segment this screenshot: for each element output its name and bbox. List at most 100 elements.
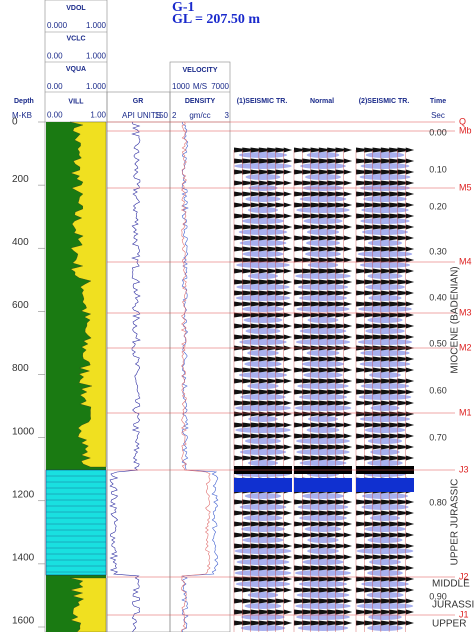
trough xyxy=(370,449,400,455)
peak xyxy=(405,301,414,307)
peak xyxy=(327,543,343,549)
peak xyxy=(405,411,414,417)
trough xyxy=(245,328,281,334)
peak xyxy=(310,532,326,538)
peak xyxy=(380,532,397,538)
trough xyxy=(305,251,341,257)
trough xyxy=(370,405,400,411)
peak xyxy=(327,147,343,153)
peak xyxy=(343,510,352,516)
peak xyxy=(405,323,414,329)
peak xyxy=(302,224,318,230)
peak xyxy=(343,147,352,153)
col-unit: 150 xyxy=(155,111,169,120)
peak xyxy=(267,268,282,274)
peak xyxy=(294,246,310,252)
trough xyxy=(297,504,349,510)
trough xyxy=(299,515,347,521)
peak xyxy=(258,202,274,208)
peak xyxy=(242,598,259,604)
peak xyxy=(318,224,335,230)
peak xyxy=(397,455,414,461)
seismic-track xyxy=(293,147,352,632)
peak xyxy=(343,521,352,527)
peak xyxy=(283,279,292,285)
trough xyxy=(236,284,290,290)
scale-min: 0.00 xyxy=(47,111,63,120)
trough xyxy=(306,427,340,433)
peak xyxy=(405,169,414,175)
trough xyxy=(244,361,282,367)
peak xyxy=(283,191,292,197)
peak xyxy=(343,334,352,340)
peak xyxy=(389,455,406,461)
peak xyxy=(335,521,352,527)
peak xyxy=(234,268,249,274)
peak xyxy=(372,609,389,615)
peak xyxy=(343,202,352,208)
col-unit: M/S xyxy=(193,82,207,91)
peak xyxy=(283,389,292,395)
peak xyxy=(242,433,259,439)
peak xyxy=(356,532,372,538)
peak xyxy=(258,180,274,186)
col-header: (1)SEISMIC TR. xyxy=(237,98,288,105)
peak xyxy=(283,576,292,582)
peak xyxy=(258,323,275,329)
peak xyxy=(397,609,413,615)
peak xyxy=(294,224,310,230)
peak xyxy=(327,422,343,428)
trough xyxy=(361,504,409,510)
peak xyxy=(258,433,275,439)
trough xyxy=(245,196,281,202)
trough xyxy=(365,152,405,158)
trough xyxy=(243,515,283,521)
trough xyxy=(359,416,411,422)
peak xyxy=(327,224,343,230)
peak xyxy=(405,235,414,241)
peak xyxy=(389,565,406,571)
peak xyxy=(335,224,351,230)
trough xyxy=(248,460,278,466)
peak xyxy=(294,532,310,538)
peak xyxy=(283,268,292,274)
peak xyxy=(372,312,389,318)
peak xyxy=(318,257,334,263)
peak xyxy=(242,191,259,197)
peak xyxy=(283,499,292,505)
lith-lime xyxy=(45,469,107,576)
peak xyxy=(283,235,292,241)
peak xyxy=(327,312,343,318)
peak xyxy=(275,191,292,197)
trough xyxy=(294,570,352,576)
trough xyxy=(367,625,403,631)
peak xyxy=(380,433,397,439)
scale-min: 0.000 xyxy=(47,21,68,30)
peak xyxy=(380,268,397,274)
peak xyxy=(343,620,352,626)
peak xyxy=(283,510,292,516)
unit-label: UPPER xyxy=(432,619,466,630)
peak xyxy=(318,532,334,538)
trough xyxy=(247,383,279,389)
trough xyxy=(239,240,287,246)
time-label: 0.70 xyxy=(429,432,447,442)
peak xyxy=(405,455,414,461)
curve-name: VDOL xyxy=(66,5,86,12)
peak xyxy=(380,554,396,560)
col-header: VELOCITY xyxy=(182,67,217,74)
peak xyxy=(380,565,397,571)
peak xyxy=(242,455,257,461)
peak xyxy=(310,147,326,153)
trough xyxy=(356,603,414,609)
peak xyxy=(405,499,414,505)
trough xyxy=(247,207,279,213)
peak xyxy=(380,609,397,615)
peak xyxy=(275,268,291,274)
col-header: DENSITY xyxy=(185,98,216,105)
peak xyxy=(267,587,282,593)
trough xyxy=(234,548,292,554)
trough xyxy=(235,581,291,587)
peak xyxy=(283,158,292,164)
peak xyxy=(397,290,413,296)
